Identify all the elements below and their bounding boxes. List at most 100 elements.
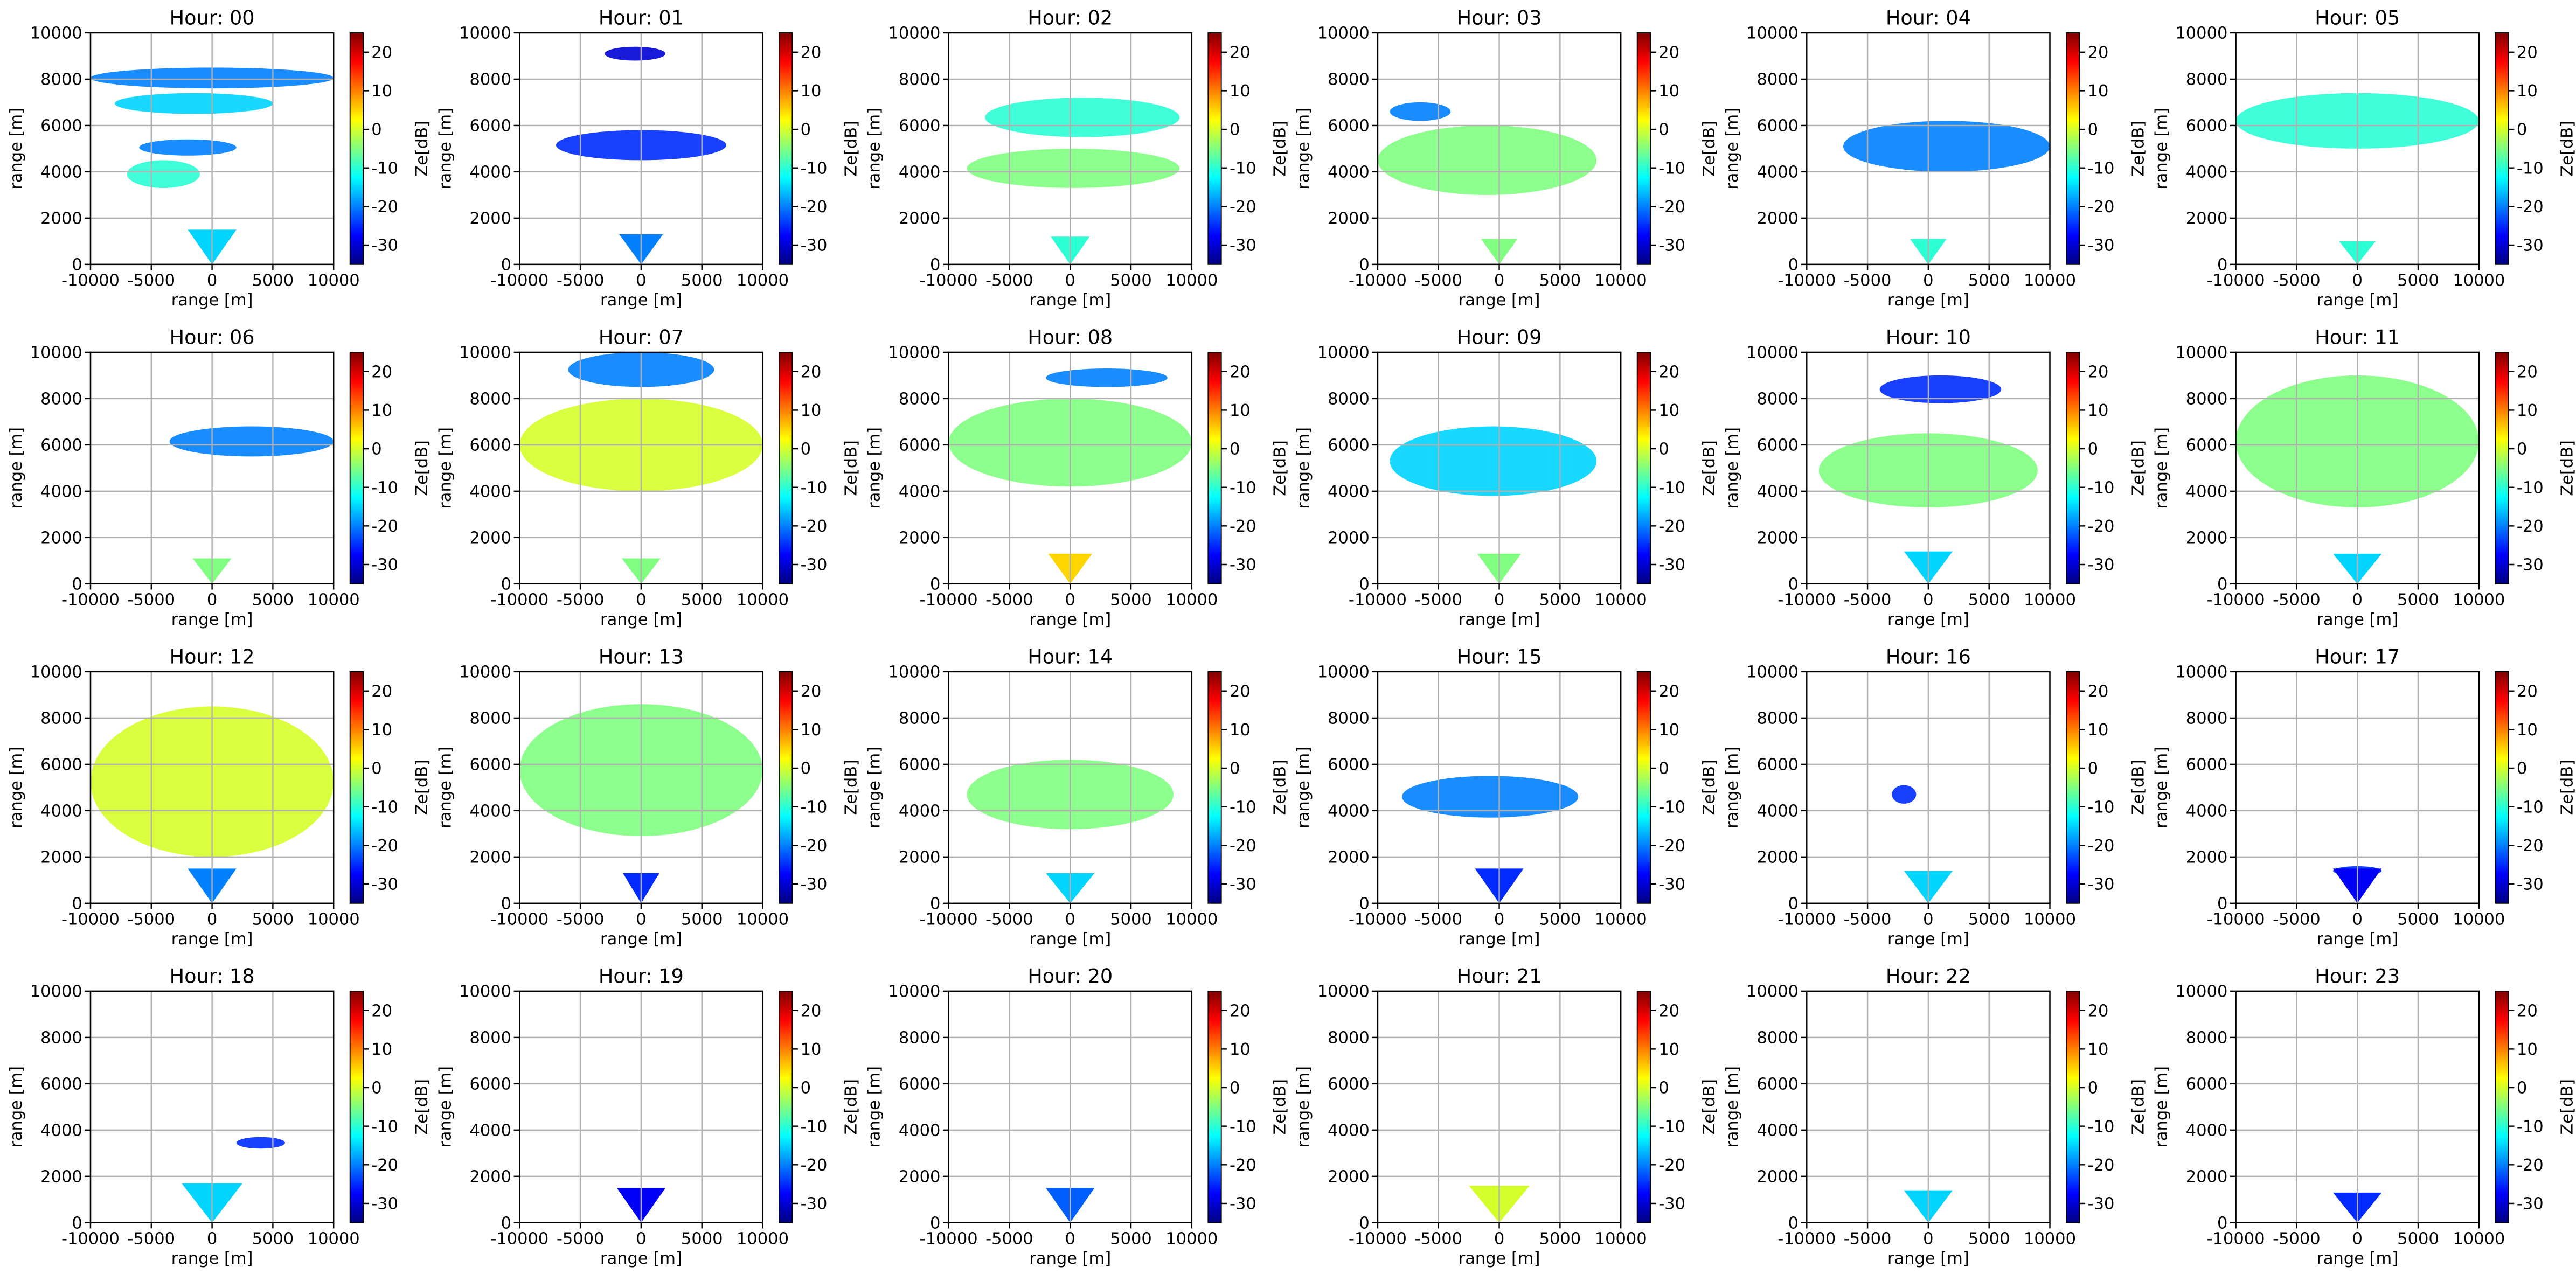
y-tick-label: 0 <box>2217 256 2227 275</box>
x-tick-label: 10000 <box>308 271 360 290</box>
colorbar-tick-label: 0 <box>801 760 811 778</box>
x-tick-label: -10000 <box>920 590 978 609</box>
colorbar <box>2066 352 2080 584</box>
y-tick-label: 0 <box>930 256 940 275</box>
x-tick-label: 10000 <box>2453 590 2505 609</box>
x-tick-label: 10000 <box>737 271 789 290</box>
x-tick-label: -10000 <box>1777 1229 1836 1248</box>
y-tick-label: 4000 <box>2186 802 2228 821</box>
axes-frame <box>519 671 763 904</box>
colorbar <box>779 32 793 265</box>
x-tick-label: -10000 <box>2207 910 2265 929</box>
y-tick-label: 10000 <box>1317 24 1370 43</box>
y-tick-label: 2000 <box>1756 1167 1799 1186</box>
echo <box>605 46 666 61</box>
colorbar-tick-label: 20 <box>371 682 392 701</box>
panel: -10000 -5000 0 5000 10000 0 2000 4000 6000 8000 10… <box>7 326 432 629</box>
y-tick-label: 2000 <box>899 529 941 548</box>
y-axis-label: range [m] <box>1723 747 1742 829</box>
colorbar <box>2066 671 2080 904</box>
y-tick-label: 4000 <box>2186 483 2228 502</box>
axes-frame <box>948 32 1193 266</box>
y-tick-label: 6000 <box>2186 1075 2228 1094</box>
colorbar-tick-label: 20 <box>2088 682 2109 701</box>
x-tick-label: -5000 <box>557 1229 605 1248</box>
colorbar <box>349 671 364 904</box>
axes-frame <box>1806 671 2051 904</box>
colorbar-tick-label: -20 <box>801 837 828 855</box>
colorbar-tick-label: 0 <box>2517 121 2527 140</box>
y-tick-label: 2000 <box>40 529 82 548</box>
y-tick-label: 8000 <box>470 709 512 728</box>
y-tick-label: 4000 <box>1328 483 1370 502</box>
colorbar-tick-label: 20 <box>801 682 822 701</box>
colorbar-tick-label: 20 <box>1658 43 1679 62</box>
axes-frame <box>1806 32 2051 266</box>
y-tick-label: 4000 <box>40 1121 82 1140</box>
y-tick-label: 0 <box>501 1214 511 1233</box>
x-tick-label: 10000 <box>2024 910 2076 929</box>
y-tick-label: 4000 <box>899 483 941 502</box>
x-tick-label: -5000 <box>1414 1229 1462 1248</box>
x-tick-label: -5000 <box>985 1229 1033 1248</box>
colorbar-tick-label: -10 <box>2088 1117 2115 1136</box>
y-tick-label: 6000 <box>1756 756 1799 775</box>
colorbar-tick-label: 20 <box>2088 43 2109 62</box>
x-tick-label: 5000 <box>681 910 723 929</box>
colorbar-label: Ze[dB] <box>842 121 860 177</box>
panel: -10000 -5000 0 5000 10000 0 2000 4000 6000 8000 10… <box>1294 645 1719 949</box>
y-tick-label: 2000 <box>40 848 82 867</box>
colorbar-tick-label: 10 <box>2088 1040 2109 1059</box>
chart-title: Hour: 17 <box>2315 645 2400 669</box>
y-tick-label: 10000 <box>1317 983 1370 1001</box>
colorbar-label: Ze[dB] <box>2129 440 2148 496</box>
y-tick-label: 0 <box>1359 575 1369 594</box>
colorbar <box>1636 671 1651 904</box>
colorbar-tick-label: -20 <box>2517 837 2544 855</box>
y-tick-label: 8000 <box>40 1029 82 1048</box>
x-axis-label: range [m] <box>1887 930 1969 949</box>
colorbar-tick-label: -10 <box>2088 159 2115 178</box>
colorbar-tick-label: -20 <box>1658 517 1685 536</box>
x-tick-label: 0 <box>1494 590 1504 609</box>
x-axis-label: range [m] <box>600 291 682 310</box>
y-axis-label: range [m] <box>7 1066 26 1148</box>
y-tick-label: 4000 <box>2186 1121 2228 1140</box>
x-tick-label: -10000 <box>920 271 978 290</box>
y-tick-label: 6000 <box>470 117 512 136</box>
colorbar-label: Ze[dB] <box>2129 1079 2148 1135</box>
y-tick-label: 4000 <box>40 163 82 182</box>
colorbar-tick-label: 10 <box>2517 1040 2538 1059</box>
colorbar-tick-label: 0 <box>1230 760 1240 778</box>
x-tick-label: 0 <box>1923 910 1933 929</box>
x-tick-label: 10000 <box>308 1229 360 1248</box>
x-tick-label: 0 <box>2352 1229 2363 1248</box>
y-tick-label: 6000 <box>899 117 941 136</box>
chart-title: Hour: 05 <box>2315 6 2400 30</box>
y-tick-label: 0 <box>501 894 511 913</box>
plot-area <box>1843 121 2050 264</box>
axes-frame <box>2235 671 2480 904</box>
panel: -10000 -5000 0 5000 10000 0 2000 4000 6000 8000 10… <box>2153 326 2576 629</box>
x-tick-label: 0 <box>1065 1229 1075 1248</box>
y-tick-label: 2000 <box>899 1167 941 1186</box>
colorbar-tick-label: -10 <box>801 1117 828 1136</box>
axes-frame <box>519 351 763 585</box>
y-tick-label: 10000 <box>1317 344 1370 363</box>
y-tick-label: 6000 <box>899 1075 941 1094</box>
x-tick-label: -5000 <box>1844 271 1892 290</box>
chart-title: Hour: 10 <box>1886 326 1971 349</box>
x-axis-label: range [m] <box>1887 1249 1969 1268</box>
x-tick-label: -5000 <box>2273 1229 2321 1248</box>
colorbar-tick-label: 10 <box>2088 721 2109 740</box>
x-tick-label: -10000 <box>2207 590 2265 609</box>
y-tick-label: 8000 <box>1756 709 1799 728</box>
colorbar-tick-label: 0 <box>1230 440 1240 459</box>
x-tick-label: 10000 <box>2024 271 2076 290</box>
colorbar-tick-label: -30 <box>801 556 828 575</box>
colorbar-label: Ze[dB] <box>842 1079 860 1135</box>
x-tick-label: -10000 <box>490 590 548 609</box>
x-axis-label: range [m] <box>600 610 682 629</box>
colorbar-tick-label: 10 <box>2517 82 2538 101</box>
colorbar-tick-label: 10 <box>1230 1040 1251 1059</box>
